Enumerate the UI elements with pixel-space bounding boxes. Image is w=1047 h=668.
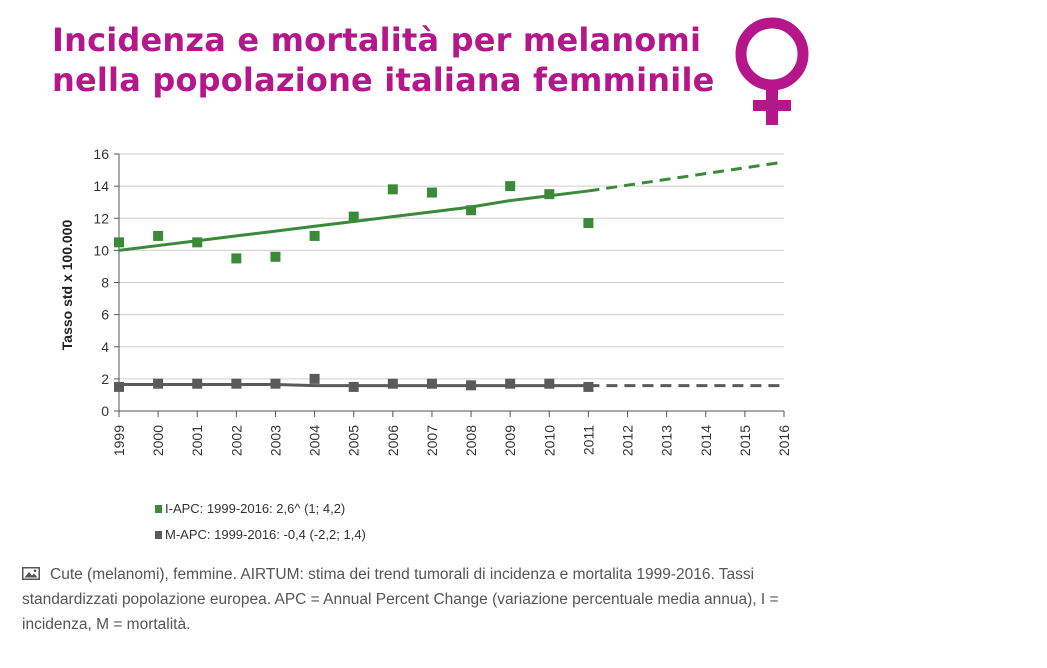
x-tick-label: 2002 [228,425,244,456]
data-point-mortality [583,381,594,392]
data-point-incidence [466,205,477,216]
x-tick-label: 2007 [424,425,440,456]
y-tick-label: 0 [101,403,109,419]
data-point-mortality [544,378,555,389]
y-tick-label: 16 [93,146,109,162]
x-tick-label: 2006 [385,425,401,456]
data-point-mortality [114,381,124,392]
venus-icon [735,17,809,125]
x-tick-label: 2000 [150,425,166,456]
y-tick-label: 14 [93,178,109,194]
x-tick-label: 2012 [620,425,636,456]
chart-axes: 0 2 4 6 8 10 12 14 16 1999 2000 2001 2002 2003 2004 200… [93,146,792,456]
data-point-incidence [192,237,203,248]
x-tick-label: 1999 [111,425,127,456]
y-tick-label: 12 [93,210,109,226]
legend-label-incidence: I-APC: 1999-2016: 2,6^ (1; 4,2) [165,501,346,516]
x-tick-label: 2001 [189,425,205,456]
legend-label-mortality: M-APC: 1999-2016: -0,4 (-2,2; 1,4) [165,527,366,542]
x-tick-label: 2003 [267,425,283,456]
legend-swatch-incidence [155,505,162,513]
y-tick-label: 2 [101,371,109,387]
data-point-incidence [505,181,516,192]
x-tick-label: 2008 [463,425,479,456]
title-line-1: Incidenza e mortalità per melanomi [52,21,702,59]
page-title: Incidenza e mortalità per melanomi nella… [52,20,715,100]
data-point-incidence [426,187,437,198]
x-tick-label: 2009 [502,425,518,456]
x-tick-label: 2011 [580,425,596,455]
x-tick-label: 2016 [776,425,792,456]
data-point-mortality [466,380,477,391]
x-tick-label: 2015 [737,425,753,456]
chart-legend: I-APC: 1999-2016: 2,6^ (1; 4,2) M-APC: 1… [155,496,366,548]
data-point-incidence [544,189,555,200]
x-tick-label: 2004 [307,425,323,456]
data-point-mortality [192,378,203,389]
image-icon [22,567,40,580]
data-point-mortality [309,373,320,384]
y-tick-label: 6 [101,307,109,323]
figure-caption: Cute (melanomi), femmine. AIRTUM: stima … [22,562,842,637]
legend-swatch-mortality [155,531,162,539]
data-point-mortality [505,378,516,389]
chart-grid [119,153,784,380]
data-point-mortality [231,378,242,389]
data-point-mortality [387,378,398,389]
chart-series [114,160,785,392]
data-point-mortality [270,378,281,389]
x-tick-label: 2010 [541,425,557,456]
data-point-incidence [270,251,281,262]
data-point-incidence [153,230,164,241]
data-point-mortality [153,378,164,389]
data-point-incidence [583,218,594,229]
data-point-incidence [348,211,359,222]
y-tick-label: 10 [93,242,109,258]
title-line-2: nella popolazione italiana femminile [52,61,715,99]
caption-text: Cute (melanomi), femmine. AIRTUM: stima … [22,566,779,633]
data-point-mortality [426,378,437,389]
legend-item-incidence: I-APC: 1999-2016: 2,6^ (1; 4,2) [155,496,366,522]
data-point-incidence [387,184,398,195]
y-tick-label: 4 [101,339,109,355]
y-axis-label: Tasso std x 100.000 [59,220,75,351]
projection-line-incidence [588,160,785,193]
x-tick-label: 2014 [698,425,714,456]
data-point-incidence [114,237,124,248]
x-tick-label: 2013 [659,425,675,456]
data-point-mortality [348,381,359,392]
y-tick-label: 8 [101,275,109,291]
legend-item-mortality: M-APC: 1999-2016: -0,4 (-2,2; 1,4) [155,522,366,548]
x-tick-label: 2005 [346,425,362,456]
data-point-incidence [309,230,320,241]
data-point-incidence [231,253,242,264]
